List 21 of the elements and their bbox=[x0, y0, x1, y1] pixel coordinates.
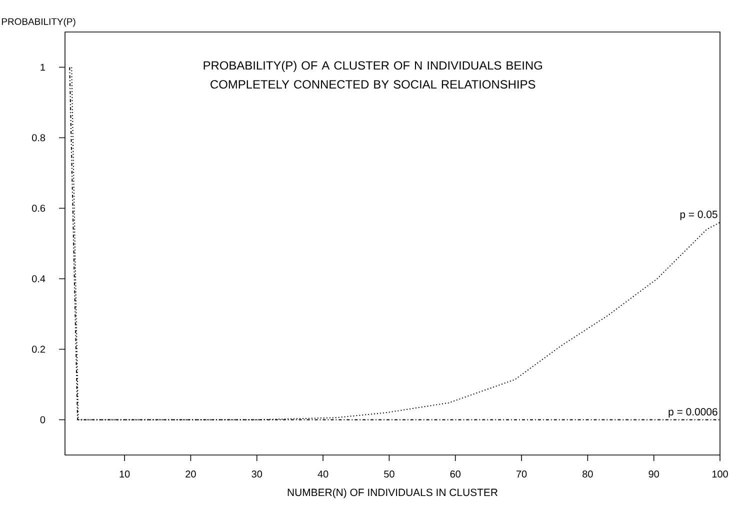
y-tick-label: 0.8 bbox=[32, 134, 46, 142]
series-label: p = 0.05 bbox=[680, 210, 718, 220]
y-tick-label: 0.2 bbox=[32, 346, 45, 353]
series-label: p = 0.0006 bbox=[668, 408, 718, 418]
y-tick-label: 0.4 bbox=[32, 275, 46, 282]
x-tick-label: 100 bbox=[712, 470, 728, 478]
x-tick-label: 90 bbox=[648, 470, 659, 478]
y-tick-label: 0 bbox=[40, 416, 46, 424]
x-tick-label: 20 bbox=[186, 470, 196, 478]
y-axis-title: PROBABILITY(P) bbox=[2, 18, 76, 27]
text: PROBABILITY(P) OF A CLUSTER OF N INDIVIDUALS BEING COMPLETELY CONNECTED BY SOCIAL RELATIONSHIPS bbox=[204, 60, 542, 89]
y-tick-label: 1 bbox=[40, 64, 45, 71]
x-axis-title: NUMBER(N) OF INDIVIDUALS IN CLUSTER bbox=[288, 488, 498, 498]
x-tick-label: 50 bbox=[384, 470, 394, 478]
x-tick-label: 60 bbox=[450, 470, 461, 478]
x-tick-label: 10 bbox=[120, 470, 130, 478]
x-tick-label: 70 bbox=[516, 470, 527, 478]
x-tick-label: 80 bbox=[582, 470, 593, 478]
x-tick-label: 30 bbox=[252, 470, 262, 478]
x-tick-label: 40 bbox=[318, 470, 328, 478]
y-tick-label: 0.6 bbox=[32, 204, 46, 212]
